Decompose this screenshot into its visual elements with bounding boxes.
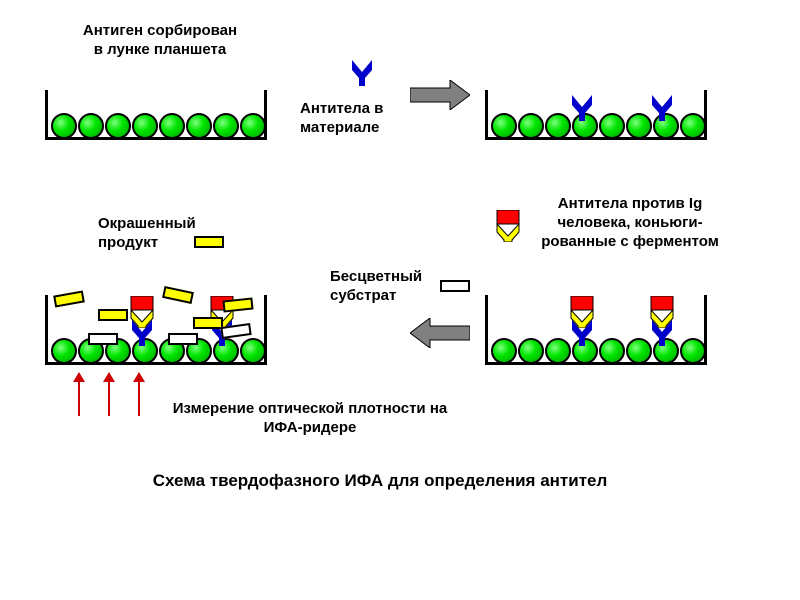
conjugate-icon [495, 210, 521, 242]
antigen-circle [51, 113, 77, 139]
well-3 [485, 295, 707, 365]
antigen-circle [680, 338, 706, 364]
antigen-circle [626, 338, 652, 364]
colorless-substrate-icon [88, 333, 118, 345]
bound-conjugate-icon [569, 296, 595, 328]
antigen-circle [51, 338, 77, 364]
antibody-icon [350, 60, 374, 86]
antigen-circle [491, 113, 517, 139]
antigen-circle [599, 338, 625, 364]
label-reader: Измерение оптической плотности наИФА-рид… [140, 400, 480, 438]
antigen-circle [680, 113, 706, 139]
antigen-circle [491, 338, 517, 364]
antigen-circle [240, 338, 266, 364]
flow-arrow-left [410, 318, 470, 348]
label-colorless-substrate: Бесцветныйсубстрат [330, 268, 450, 306]
colored-product-icon [53, 290, 85, 307]
colored-product-icon [193, 317, 223, 329]
bound-conjugate-icon [129, 296, 155, 328]
label-step1: Антиген сорбированв лунке планшета [60, 22, 260, 60]
flow-arrow-right [410, 80, 470, 110]
reader-arrow-up-icon [70, 372, 88, 421]
colored-swatch-icon [194, 236, 224, 248]
reader-arrow-up-icon [100, 372, 118, 421]
antigen-circle [240, 113, 266, 139]
diagram-title: Схема твердофазного ИФА для определения … [110, 470, 650, 491]
well-2 [485, 90, 707, 140]
bound-conjugate-icon [649, 296, 675, 328]
antigen-circle [213, 113, 239, 139]
antigen-circle [626, 113, 652, 139]
antigen-circle [78, 113, 104, 139]
bound-antibody-icon [570, 95, 594, 121]
colorless-substrate-icon [168, 333, 198, 345]
antigen-circle [518, 338, 544, 364]
antigen-circle [599, 113, 625, 139]
antigen-circle [132, 113, 158, 139]
well-1 [45, 90, 267, 140]
antigen-circle [545, 113, 571, 139]
antigen-circle [545, 338, 571, 364]
antigen-circle [105, 113, 131, 139]
well-4 [45, 295, 267, 365]
colored-product-icon [98, 309, 128, 321]
colorless-swatch-icon [440, 280, 470, 292]
bound-antibody-icon [650, 95, 674, 121]
antigen-circle [186, 113, 212, 139]
antigen-circle [518, 113, 544, 139]
colorless-substrate-icon [220, 323, 251, 339]
antigen-circle [159, 113, 185, 139]
colored-product-icon [222, 297, 253, 312]
colored-product-icon [162, 286, 194, 304]
label-conjugate-antibody: Антитела против Igчеловека, коньюги-рова… [530, 195, 730, 251]
label-material-antibody: Антитела вматериале [300, 100, 420, 138]
reader-arrow-up-icon [130, 372, 148, 421]
